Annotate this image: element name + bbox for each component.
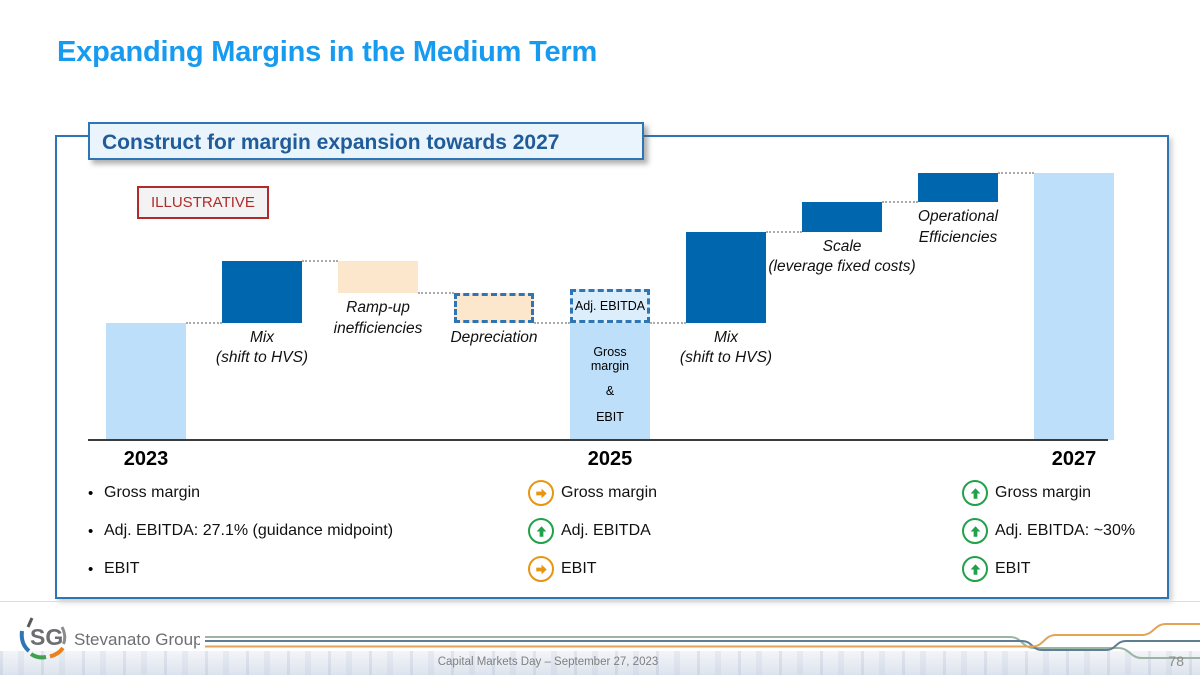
green-up-arrow-icon (962, 480, 988, 506)
footer-divider (0, 601, 1200, 602)
legend-item-label: Gross margin (104, 484, 201, 501)
waterfall-bar-mix-shift-to-hvs (686, 231, 766, 323)
legend-item: Adj. EBITDA: ~30% (962, 518, 1135, 544)
bar-label-ramp-up-inefficiencies: Ramp-up inefficiencies (333, 299, 423, 337)
waterfall-bar-2027 (1034, 173, 1114, 440)
arrow-right-icon (535, 488, 547, 498)
legend-item: EBIT (962, 556, 1135, 582)
arrow-up-icon (970, 563, 980, 575)
axis-year-2027: 2027 (1051, 448, 1097, 470)
waterfall-bar-depreciation (454, 293, 534, 323)
waterfall-connector (534, 321, 570, 324)
waterfall-connector (998, 172, 1034, 174)
footer-line-blue (205, 640, 1200, 651)
waterfall-bar-2025: Gross margin & EBIT (570, 322, 650, 440)
stevanato-logo: SG Stevanato Group (10, 611, 203, 668)
waterfall-bar-2023 (106, 322, 186, 440)
bullet-icon: • (88, 560, 94, 578)
legend-item-label: EBIT (561, 560, 597, 577)
panel-title: Construct for margin expansion towards 2… (88, 122, 644, 160)
legend-item-label: Adj. EBITDA (561, 522, 651, 539)
illustrative-tag: ILLUSTRATIVE (137, 186, 269, 219)
legend-item: • EBIT (88, 556, 393, 582)
bar-label-scale-leverage-fixed-costs: Scale (leverage fixed costs) (768, 237, 916, 276)
green-up-arrow-icon (528, 518, 554, 544)
legend-col-2027: Gross margin Adj. EBITDA: ~30% EBIT (962, 480, 1135, 594)
logo-arc-gray (60, 626, 67, 645)
legend-item: • Adj. EBITDA: 27.1% (guidance midpoint) (88, 518, 393, 544)
waterfall-bar-ramp-up-inefficiencies (338, 261, 418, 294)
bar-label-mix-shift-to-hvs: Mix (shift to HVS) (679, 328, 773, 366)
footer-caption: Capital Markets Day – September 27, 2023 (437, 656, 659, 668)
logo-arc-blue (19, 630, 31, 653)
waterfall-connector (882, 201, 918, 204)
arrow-right-icon (535, 564, 547, 574)
stevanato-logo-graphic: SG Stevanato Group (19, 617, 203, 660)
footer-line-orange (205, 623, 1200, 648)
bar-label-depreciation: Depreciation (450, 328, 538, 346)
waterfall-bar-operational-efficiencies (918, 173, 998, 203)
legend-item-label: Gross margin (995, 484, 1092, 501)
page-number: 78 (1168, 653, 1184, 669)
bullet-icon: • (88, 522, 94, 540)
waterfall-bar-scale-leverage-fixed-costs (802, 202, 882, 232)
arrow-up-icon (970, 487, 980, 499)
bar-inner-text: Gross margin & EBIT (590, 344, 630, 424)
legend-col-2025: Gross margin Adj. EBITDA EBIT (528, 480, 657, 594)
bullet-icon: • (88, 484, 94, 502)
arrow-up-icon (536, 525, 546, 537)
logo-monogram: SG (30, 624, 63, 650)
axis-year-2023: 2023 (123, 448, 169, 470)
bar-label-operational-efficiencies: Operational Efficiencies (917, 208, 999, 246)
legend-item: • Gross margin (88, 480, 393, 506)
waterfall-connector (766, 230, 802, 233)
green-up-arrow-icon (962, 556, 988, 582)
legend-item: Adj. EBITDA (528, 518, 657, 544)
legend-item-label: Gross margin (561, 484, 658, 501)
slide-title: Expanding Margins in the Medium Term (57, 36, 598, 68)
bar-label-mix-shift-to-hvs: Mix (shift to HVS) (215, 328, 309, 366)
logo-arc-orange (49, 646, 65, 659)
axis-year-2025: 2025 (587, 448, 633, 470)
logo-arc-green (29, 652, 47, 660)
orange-right-arrow-icon (528, 556, 554, 582)
waterfall-bar-adj-ebitda-marker: Adj. EBITDA (570, 289, 650, 323)
legend-col-2023: • Gross margin • Adj. EBITDA: 27.1% (guidan… (88, 480, 393, 594)
legend-item: EBIT (528, 556, 657, 582)
legend-item-label: EBIT (995, 560, 1031, 577)
waterfall-bar-mix-shift-to-hvs (222, 261, 302, 323)
green-up-arrow-icon (962, 518, 988, 544)
legend-item: Gross margin (962, 480, 1135, 506)
legend-item-label: Adj. EBITDA: 27.1% (guidance midpoint) (104, 522, 394, 539)
waterfall-connector (418, 292, 454, 295)
brand-name: Stevanato Group (74, 630, 200, 649)
orange-right-arrow-icon (528, 480, 554, 506)
legend-item: Gross margin (528, 480, 657, 506)
legend-item-label: Adj. EBITDA: ~30% (995, 522, 1136, 539)
waterfall-connector (186, 321, 222, 324)
arrow-up-icon (970, 525, 980, 537)
legend-item-label: EBIT (104, 560, 140, 577)
x-axis-line (88, 439, 1108, 441)
waterfall-connector (302, 260, 338, 263)
logo-tick (26, 617, 34, 628)
waterfall-connector (650, 321, 686, 324)
